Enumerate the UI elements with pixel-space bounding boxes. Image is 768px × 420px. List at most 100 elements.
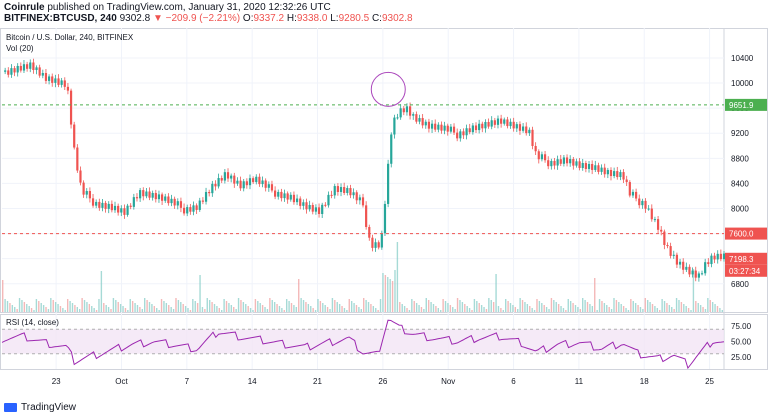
volume-bar bbox=[411, 299, 413, 312]
volume-bar bbox=[278, 306, 281, 312]
volume-bar bbox=[213, 304, 216, 312]
volume-bar bbox=[353, 303, 355, 312]
volume-bar bbox=[93, 308, 95, 312]
candle-body bbox=[572, 158, 575, 166]
candle-body bbox=[540, 154, 544, 160]
volume-bar bbox=[81, 298, 83, 312]
volume-bar bbox=[707, 298, 709, 312]
volume-bar bbox=[79, 309, 81, 312]
candle-body bbox=[418, 118, 421, 122]
candle-body bbox=[343, 187, 346, 193]
candle-body bbox=[600, 167, 603, 172]
volume-bar bbox=[497, 306, 500, 312]
publisher-name: Coinrule bbox=[4, 2, 45, 13]
publisher-line: Coinrule published on TradingView.com, J… bbox=[4, 2, 331, 13]
volume-bar bbox=[591, 306, 594, 312]
candle-body bbox=[710, 255, 713, 265]
volume-bar bbox=[221, 310, 223, 312]
volume-bar bbox=[249, 308, 252, 312]
candle-body bbox=[669, 246, 672, 256]
volume-bar bbox=[714, 304, 716, 312]
candle-body bbox=[204, 191, 208, 202]
volume-bar bbox=[504, 299, 507, 312]
candle-body bbox=[330, 194, 333, 196]
volume-bar bbox=[151, 304, 153, 312]
rsi-title: RSI (14, close) bbox=[6, 318, 59, 327]
candle-body bbox=[261, 180, 264, 185]
volume-bar bbox=[488, 298, 490, 312]
candle-body bbox=[51, 76, 54, 83]
candle-body bbox=[471, 125, 474, 133]
candle-body bbox=[286, 193, 289, 200]
volume-bar bbox=[240, 300, 242, 312]
volume-bar bbox=[199, 275, 201, 312]
volume-bar bbox=[642, 309, 644, 312]
volume-bar bbox=[189, 310, 192, 312]
volume-bar bbox=[180, 302, 182, 312]
volume-bar bbox=[695, 301, 697, 312]
volume-bar bbox=[160, 299, 163, 312]
low-label: L: bbox=[330, 13, 339, 24]
volume-bar bbox=[468, 308, 471, 312]
candle-body bbox=[252, 178, 255, 183]
volume-bar bbox=[685, 306, 687, 312]
volume-bar bbox=[86, 302, 88, 312]
volume-bar bbox=[11, 305, 14, 312]
tradingview-logo[interactable]: TradingView bbox=[4, 402, 76, 413]
published-text: published on TradingView.com, January 31… bbox=[47, 2, 331, 13]
volume-bar bbox=[211, 302, 213, 312]
volume-bar bbox=[680, 302, 683, 312]
volume-bar bbox=[403, 306, 406, 312]
candle-body bbox=[182, 207, 186, 214]
candle-body bbox=[29, 62, 32, 69]
volume-bar bbox=[230, 305, 233, 312]
volume-bar bbox=[259, 303, 261, 312]
candle-body bbox=[663, 231, 666, 245]
volume-bar bbox=[454, 309, 456, 312]
candle-body bbox=[305, 202, 308, 210]
candle-body bbox=[148, 191, 151, 198]
volume-bar bbox=[346, 310, 348, 312]
volume-bar bbox=[372, 306, 375, 312]
price-chart[interactable]: 6800720076008000840088009200960010000104… bbox=[0, 28, 768, 400]
candle-body bbox=[675, 254, 679, 265]
volume-bar bbox=[389, 279, 391, 312]
volume-bar bbox=[444, 301, 447, 312]
volume-bar bbox=[184, 306, 187, 312]
candle-body bbox=[641, 200, 644, 206]
candle-body bbox=[452, 126, 456, 133]
volume-bar bbox=[574, 305, 577, 312]
candle-body bbox=[26, 64, 29, 69]
rsi-band bbox=[2, 329, 724, 354]
candle-body bbox=[192, 205, 195, 212]
volume-bar bbox=[394, 270, 396, 312]
candle-body bbox=[377, 242, 380, 248]
candle-body bbox=[465, 128, 468, 136]
volume-bar bbox=[615, 300, 618, 312]
volume-bar bbox=[28, 306, 30, 312]
volume-bar bbox=[2, 280, 4, 312]
volume-bar bbox=[567, 299, 569, 312]
volume-bar bbox=[322, 303, 324, 312]
candle-body bbox=[208, 191, 211, 194]
volume-bar bbox=[490, 300, 492, 312]
volume-bar bbox=[375, 308, 377, 312]
candle-body bbox=[365, 205, 368, 227]
candle-body bbox=[129, 205, 132, 207]
volume-bar bbox=[526, 304, 529, 312]
volume-bar bbox=[237, 298, 240, 312]
volume-bar bbox=[529, 306, 531, 312]
volume-bar bbox=[582, 298, 584, 312]
price-pane-border bbox=[0, 28, 768, 313]
candle-body bbox=[195, 205, 198, 210]
volume-bar bbox=[719, 308, 721, 312]
volume-bar bbox=[644, 298, 646, 312]
close-label: C: bbox=[371, 13, 382, 24]
circle-annotation[interactable] bbox=[370, 71, 406, 107]
last-price: 9302.8 bbox=[119, 13, 151, 24]
volume-bar bbox=[519, 298, 521, 312]
candle-body bbox=[44, 72, 48, 81]
candle-body bbox=[10, 68, 13, 75]
volume-bar bbox=[302, 300, 305, 312]
candle-body bbox=[358, 197, 361, 201]
